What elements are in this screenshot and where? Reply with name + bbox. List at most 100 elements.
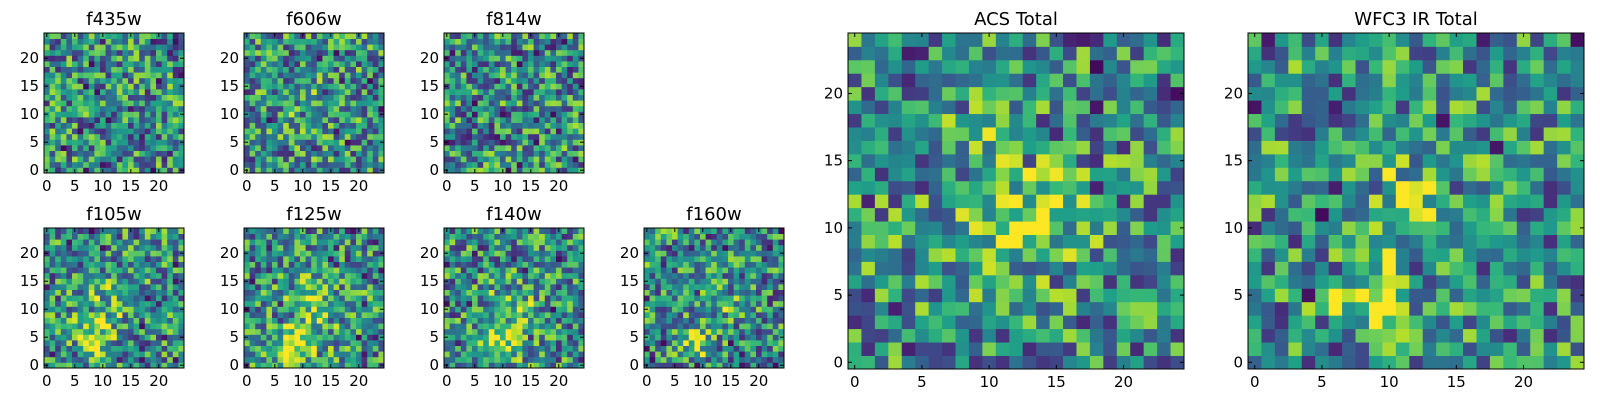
heatmap-cell bbox=[72, 323, 78, 330]
heatmap-cell bbox=[705, 250, 712, 257]
heatmap-cell bbox=[666, 295, 673, 302]
heatmap-cell bbox=[772, 233, 779, 240]
heatmap-cell bbox=[83, 351, 90, 358]
heatmap-cell bbox=[683, 345, 690, 352]
heatmap-cell bbox=[750, 323, 757, 330]
heatmap-cell bbox=[372, 295, 379, 302]
heatmap-cell bbox=[705, 334, 712, 341]
heatmap-cell bbox=[249, 133, 256, 140]
heatmap-cell bbox=[350, 306, 357, 313]
heatmap-cell bbox=[83, 111, 90, 118]
heatmap-cell bbox=[300, 94, 306, 101]
heatmap-cell bbox=[277, 94, 284, 101]
heatmap-cell bbox=[561, 228, 568, 234]
heatmap-cell bbox=[260, 272, 267, 279]
heatmap-cell bbox=[767, 272, 774, 279]
heatmap-cell bbox=[716, 295, 723, 302]
heatmap-cell bbox=[128, 284, 134, 290]
heatmap-cell bbox=[1130, 167, 1145, 182]
heatmap-cell bbox=[472, 272, 478, 279]
heatmap-cell bbox=[761, 261, 768, 268]
heatmap-cell bbox=[277, 267, 284, 274]
heatmap-cell bbox=[161, 38, 168, 45]
heatmap-cell bbox=[266, 111, 273, 118]
heatmap-cell bbox=[744, 256, 751, 262]
heatmap-cell bbox=[505, 33, 512, 39]
heatmap-cell bbox=[283, 233, 290, 240]
heatmap-cell bbox=[516, 267, 523, 274]
heatmap-cell bbox=[539, 156, 546, 163]
heatmap-cell bbox=[255, 100, 262, 107]
heatmap-cell bbox=[161, 111, 168, 118]
heatmap-cell bbox=[494, 250, 501, 257]
heatmap-cell bbox=[539, 111, 546, 118]
heatmap-cell bbox=[49, 94, 56, 101]
heatmap-cell bbox=[333, 145, 340, 151]
heatmap-cell bbox=[88, 156, 95, 163]
heatmap-cell bbox=[161, 351, 168, 358]
heatmap-cell bbox=[472, 278, 478, 285]
heatmap-cell bbox=[505, 356, 512, 363]
heatmap-cell bbox=[694, 284, 701, 290]
heatmap-cell bbox=[1009, 315, 1024, 330]
heatmap-cell bbox=[361, 133, 368, 140]
heatmap-cell bbox=[122, 83, 129, 90]
heatmap-cell bbox=[578, 340, 585, 346]
heatmap-cell bbox=[167, 156, 174, 163]
heatmap-cell bbox=[294, 356, 301, 363]
heatmap-cell bbox=[316, 289, 323, 296]
heatmap-cell bbox=[244, 72, 250, 79]
heatmap-cell bbox=[888, 221, 903, 235]
heatmap-cell bbox=[488, 105, 495, 112]
heatmap-cell bbox=[466, 161, 473, 168]
heatmap-cell bbox=[367, 33, 374, 39]
heatmap-cell bbox=[500, 284, 506, 290]
heatmap-cell bbox=[255, 77, 262, 84]
heatmap-cell bbox=[367, 306, 374, 313]
heatmap-cell bbox=[767, 362, 774, 369]
heatmap-cell bbox=[311, 334, 318, 341]
heatmap-cell bbox=[942, 194, 956, 209]
heatmap-cell bbox=[66, 289, 73, 296]
heatmap-cell bbox=[133, 317, 140, 324]
heatmap-cell bbox=[861, 234, 876, 249]
heatmap-cell bbox=[133, 139, 140, 146]
heatmap-cell bbox=[550, 345, 557, 352]
heatmap-cell bbox=[505, 312, 512, 318]
heatmap-cell bbox=[516, 150, 523, 157]
heatmap-cell bbox=[1157, 315, 1171, 330]
heatmap-cell bbox=[294, 345, 301, 352]
heatmap-cell bbox=[1076, 167, 1091, 182]
heatmap-cell bbox=[455, 351, 462, 358]
heatmap-cell bbox=[488, 156, 495, 163]
heatmap-cell bbox=[260, 66, 267, 73]
heatmap-cell bbox=[649, 323, 656, 330]
heatmap-cell bbox=[1103, 355, 1118, 370]
heatmap-cell bbox=[167, 122, 174, 129]
heatmap-cell bbox=[728, 284, 734, 290]
heatmap-cell bbox=[1143, 315, 1158, 330]
heatmap-cell bbox=[705, 340, 712, 346]
heatmap-cell bbox=[255, 323, 262, 330]
heatmap-cell bbox=[305, 323, 312, 330]
heatmap-cell bbox=[156, 250, 162, 257]
heatmap-cell bbox=[105, 83, 112, 90]
heatmap-cell bbox=[72, 272, 78, 279]
heatmap-cell bbox=[60, 312, 67, 318]
heatmap-cell bbox=[672, 284, 678, 290]
heatmap-cell bbox=[683, 244, 690, 251]
heatmap-cell bbox=[111, 362, 118, 369]
heatmap-cell bbox=[500, 145, 506, 151]
heatmap-cell bbox=[172, 77, 179, 84]
heatmap-cell bbox=[567, 150, 574, 157]
heatmap-cell bbox=[494, 312, 501, 318]
heatmap-cell bbox=[128, 340, 134, 346]
heatmap-cell bbox=[472, 145, 478, 151]
heatmap-cell bbox=[156, 133, 162, 140]
heatmap-cell bbox=[128, 105, 134, 112]
heatmap-cell bbox=[494, 100, 501, 107]
heatmap-cell bbox=[567, 244, 574, 251]
heatmap-cell bbox=[750, 312, 757, 318]
heatmap-cell bbox=[901, 221, 916, 235]
heatmap-cell bbox=[66, 284, 73, 290]
